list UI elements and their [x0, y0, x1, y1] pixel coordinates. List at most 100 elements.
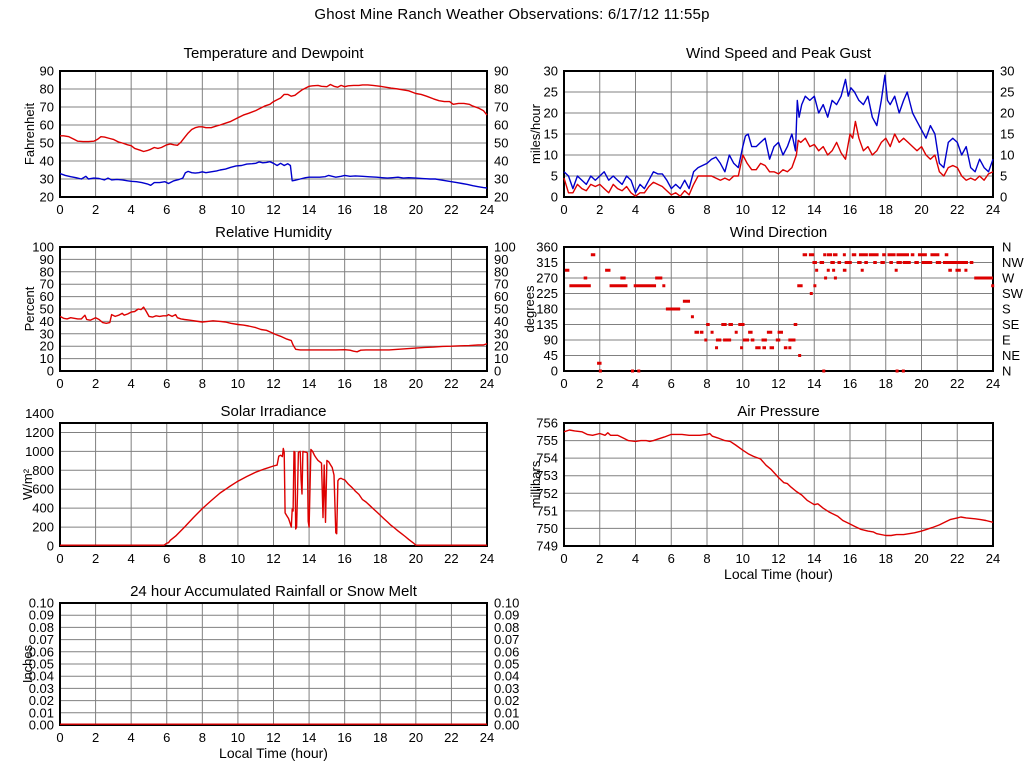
x-tick-label: 2 [92, 551, 99, 566]
wind-direction-dash [882, 253, 886, 257]
x-tick-label: 12 [266, 730, 280, 745]
series-peak-gust [563, 74, 994, 194]
wind-direction-dash [793, 323, 798, 326]
wind-direction-dash [860, 268, 864, 272]
x-tick-label: 18 [373, 376, 387, 391]
wind-direction-dash [851, 253, 857, 257]
series-wind-speed [563, 120, 994, 197]
wind-direction-dash [710, 330, 714, 334]
y-tick-label-right: 0.10 [494, 596, 519, 611]
wind-direction-dash [944, 253, 949, 257]
x-tick-label: 22 [950, 202, 964, 216]
compass-label: N [1002, 240, 1011, 255]
compass-label: NE [1002, 348, 1020, 363]
y-tick-label-right: 0.00 [494, 718, 519, 733]
wind-direction-dash [837, 261, 842, 264]
x-tick-label: 18 [373, 551, 387, 566]
x-tick-label: 4 [632, 376, 639, 391]
wind-direction-dash [901, 369, 905, 373]
series-relative-humidity [59, 306, 488, 353]
wind-direction-dash [590, 253, 596, 257]
x-tick-label: 2 [596, 376, 603, 391]
y-tick-label: 800 [32, 463, 54, 478]
x-tick-label: 0 [56, 202, 63, 216]
x-tick-label: 20 [409, 202, 423, 216]
y-tick-label: 751 [536, 503, 558, 518]
wind-direction-dash [620, 276, 626, 280]
wind-direction-dash [824, 276, 828, 280]
x-tick-label: 0 [560, 202, 567, 216]
y-tick-label: 0.08 [29, 620, 54, 635]
x-tick-label: 10 [231, 551, 245, 566]
x-tick-label: 0 [560, 551, 567, 566]
series-solar-irradiance [60, 447, 487, 546]
x-tick-label: 6 [163, 730, 170, 745]
y-tick-label-right: 0.04 [494, 669, 519, 684]
y-tick-label: 20 [40, 339, 54, 354]
compass-label: NW [1002, 255, 1024, 270]
y-tick-label: 30 [544, 64, 558, 79]
y-tick-label-right: 100 [494, 240, 516, 255]
plot-frame [563, 246, 994, 372]
x-tick-label: 0 [56, 730, 63, 745]
wind-direction-dash [706, 323, 710, 326]
compass-label: N [1002, 364, 1011, 379]
y-tick-label: 80 [40, 264, 54, 279]
y-tick-label: 754 [536, 451, 558, 466]
y-tick-label-right: 50 [494, 302, 508, 317]
wind-direction-dash [809, 292, 813, 295]
y-tick-label: 20 [40, 190, 54, 205]
wind-direction-dash [742, 338, 750, 342]
x-tick-label: 4 [632, 202, 639, 216]
wind-direction-dash [609, 284, 628, 288]
y-tick-label: 60 [40, 118, 54, 133]
y-tick-label-right: 0.06 [494, 644, 519, 659]
y-tick-label: 270 [536, 271, 558, 286]
wind-direction-dash [935, 261, 942, 264]
y-tick-label: 756 [536, 416, 558, 431]
wind-direction-dash [930, 253, 940, 257]
x-tick-label: 20 [914, 376, 928, 391]
y-tick-label: 750 [536, 521, 558, 536]
x-tick-label: 16 [337, 376, 351, 391]
y-tick-label: 1000 [25, 444, 54, 459]
y-tick-label: 0.00 [29, 718, 54, 733]
wind-direction-dash [873, 261, 877, 264]
wind-direction-dash [974, 276, 993, 280]
x-tick-label: 8 [199, 202, 206, 216]
x-tick-label: 24 [986, 202, 1000, 216]
wind-direction-dash [889, 261, 893, 264]
wind-direction-dash [583, 276, 588, 280]
wind-direction-dash [887, 253, 896, 257]
x-tick-label: 12 [771, 202, 785, 216]
chart-air-pressure: Air Pressure millibars Local Time (hour) 74… [520, 392, 1024, 584]
x-tick-label: 6 [163, 551, 170, 566]
wind-direction-dash [728, 323, 733, 326]
wind-direction-dash [802, 253, 808, 257]
chart-title: Wind Direction [730, 224, 828, 241]
wind-direction-dash [715, 346, 719, 350]
x-tick-label: 2 [92, 376, 99, 391]
x-tick-label: 18 [879, 551, 893, 566]
x-tick-label: 14 [302, 551, 316, 566]
y-tick-label-right: 20 [494, 339, 508, 354]
wind-direction-dash [895, 369, 899, 373]
chart-wind-direction: Wind Direction degrees 0 N 45 NE 90 E 135 SE 180 S 2… [520, 216, 1024, 392]
x-tick-label: 10 [736, 551, 750, 566]
x-tick-label: 10 [231, 376, 245, 391]
compass-label: S [1002, 302, 1011, 317]
chart-title: Air Pressure [737, 403, 820, 420]
y-tick-label: 0 [47, 539, 54, 554]
y-tick-label-right: 60 [494, 289, 508, 304]
wind-direction-dash [858, 253, 868, 257]
wind-direction-dash [750, 338, 755, 342]
plot-frame [59, 70, 488, 198]
wind-direction-dash [777, 330, 783, 334]
y-tick-label: 50 [40, 302, 54, 317]
x-tick-label: 16 [843, 376, 857, 391]
x-tick-label: 12 [266, 376, 280, 391]
y-tick-label-right: 30 [494, 326, 508, 341]
wind-direction-dash [769, 346, 775, 350]
x-tick-label: 22 [950, 551, 964, 566]
x-tick-label: 8 [703, 376, 710, 391]
